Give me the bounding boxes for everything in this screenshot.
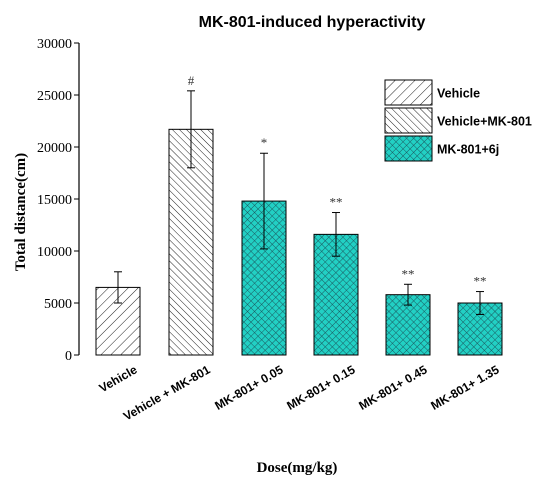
error-bar bbox=[404, 283, 412, 306]
axes: 0 5000 10000 15000 20000 25000 30000 bbox=[37, 37, 80, 364]
y-tick-label: 30000 bbox=[37, 37, 72, 52]
x-tick-label: MK-801+ 0.05 bbox=[212, 362, 285, 412]
y-tick-label: 5000 bbox=[44, 297, 72, 312]
legend-swatch bbox=[384, 107, 433, 134]
legend: Vehicle Vehicle+MK-801 MK-801+6j bbox=[384, 79, 532, 162]
x-tick-label: MK-801+ 1.35 bbox=[428, 362, 501, 412]
y-tick-label: 15000 bbox=[37, 193, 72, 208]
legend-label: Vehicle+MK-801 bbox=[437, 115, 532, 129]
x-tick-label: MK-801+ 0.15 bbox=[284, 362, 357, 412]
significance-mark: # bbox=[188, 73, 195, 88]
legend-swatch bbox=[384, 79, 433, 106]
error-bar bbox=[332, 212, 340, 257]
bars: #***** ** bbox=[95, 73, 503, 356]
significance-mark: ** bbox=[330, 195, 343, 210]
y-tick-label: 25000 bbox=[37, 89, 72, 104]
x-tick-label: Vehicle bbox=[97, 362, 140, 395]
error-bar bbox=[476, 291, 484, 315]
significance-mark: ** bbox=[402, 266, 415, 281]
error-bar bbox=[114, 271, 122, 304]
legend-label: MK-801+6j bbox=[437, 143, 499, 157]
legend-swatch bbox=[384, 135, 433, 162]
significance-mark: * bbox=[261, 135, 268, 150]
error-bar bbox=[187, 90, 195, 169]
y-tick-label: 20000 bbox=[37, 141, 72, 156]
significance-mark: ** bbox=[474, 274, 487, 289]
chart-title: MK-801-induced hyperactivity bbox=[199, 14, 426, 31]
error-bar bbox=[260, 152, 268, 250]
x-axis-label: Dose(mg/kg) bbox=[257, 460, 338, 476]
y-tick-label: 10000 bbox=[37, 245, 72, 260]
y-axis-label: Total distance(cm) bbox=[13, 153, 29, 271]
legend-label: Vehicle bbox=[437, 87, 480, 101]
x-tick-label: MK-801+ 0.45 bbox=[356, 362, 429, 412]
y-tick-label: 0 bbox=[65, 349, 72, 364]
